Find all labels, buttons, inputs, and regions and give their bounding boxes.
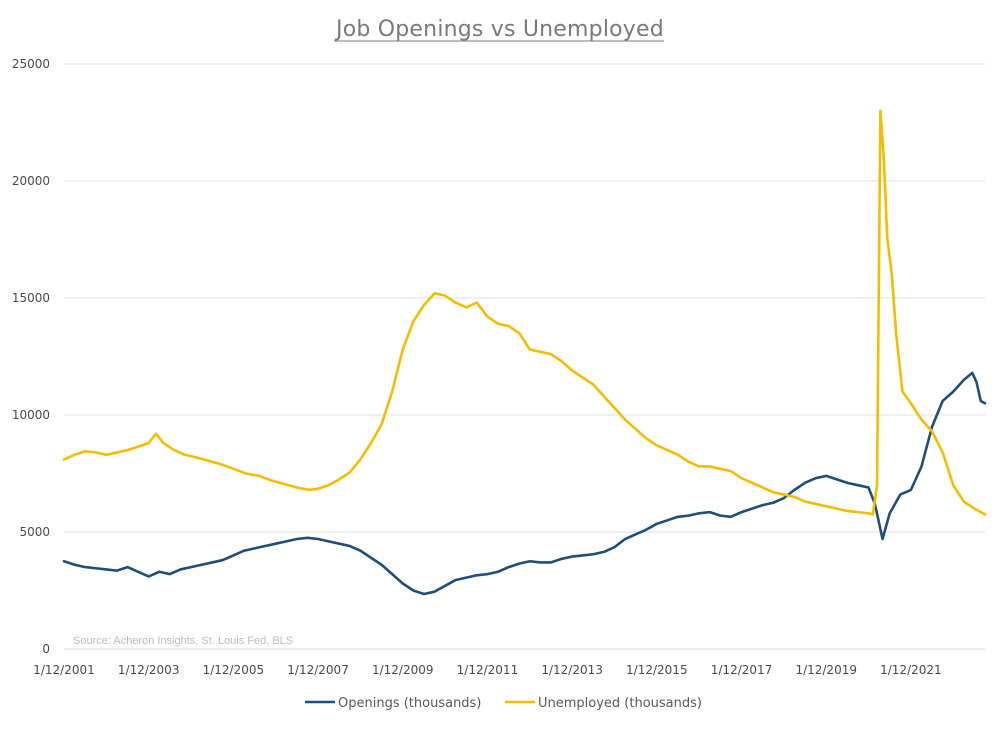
x-tick-label: 1/12/2017	[711, 663, 773, 677]
gridlines	[64, 63, 985, 533]
y-tick-label: 25000	[12, 57, 50, 71]
x-tick-label: 1/12/2005	[203, 663, 265, 677]
y-tick-label: 10000	[12, 408, 50, 422]
series-line-openings	[62, 371, 987, 596]
series-lines	[62, 109, 987, 596]
x-tick-label: 1/12/2009	[372, 663, 434, 677]
series-line-unemployed	[62, 109, 987, 516]
y-tick-label: 0	[42, 642, 50, 656]
legend-item-unemployed-label: Unemployed (thousands)	[538, 696, 702, 711]
x-tick-label: 1/12/2013	[541, 663, 603, 677]
source-note: Source: Acheron Insights, St. Louis Fed,…	[73, 635, 293, 647]
x-tick-label: 1/12/2019	[795, 663, 857, 677]
x-tick-label: 1/12/2021	[880, 663, 942, 677]
x-tick-label: 1/12/2007	[287, 663, 349, 677]
y-tick-label: 20000	[12, 174, 50, 188]
y-tick-label: 5000	[19, 525, 50, 539]
x-tick-label: 1/12/2011	[457, 663, 519, 677]
chart-title: Job Openings vs Unemployed	[334, 17, 664, 42]
legend-item-openings-label: Openings (thousands)	[338, 696, 481, 711]
x-tick-label: 1/12/2003	[118, 663, 180, 677]
x-axis-ticks: 1/12/2001 1/12/2003 1/12/2005 1/12/2007 1/12…	[33, 663, 941, 677]
x-tick-label: 1/12/2001	[33, 663, 95, 677]
y-axis-ticks: 0 5000 10000 15000 20000 25000	[12, 57, 50, 656]
x-tick-label: 1/12/2015	[626, 663, 688, 677]
legend: Openings (thousands) Unemployed (thousand…	[305, 696, 702, 711]
y-tick-label: 15000	[12, 291, 50, 305]
